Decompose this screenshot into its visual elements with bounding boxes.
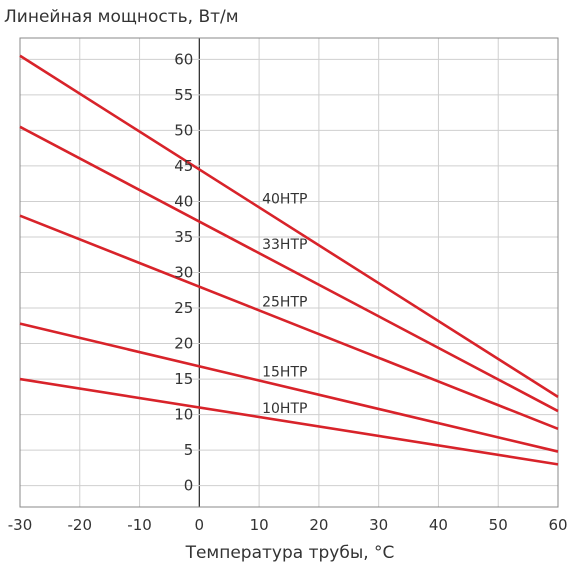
x-tick-label: 10: [250, 516, 269, 534]
x-tick-label: -10: [127, 516, 152, 534]
series-label-40HTP: 40HTP: [262, 191, 307, 207]
x-tick-label: 30: [369, 516, 388, 534]
y-tick-label: 55: [174, 86, 193, 104]
x-tick-label: 0: [195, 516, 205, 534]
series-line-25HTP: [19, 214, 559, 431]
series-label-10HTP: 10HTP: [262, 401, 307, 417]
y-tick-label: 50: [174, 121, 193, 139]
x-tick-labels: -30 -20 -10 0 10 20 30 40 50 60: [8, 516, 568, 534]
y-tick-label: 10: [174, 406, 193, 424]
series-line-33HTP: [19, 125, 559, 413]
series-label-15HTP: 15HTP: [262, 365, 307, 381]
series-line-40HTP: [19, 54, 559, 398]
series-line-10HTP: [19, 377, 559, 466]
y-tick-labels: 0 5 10 15 20 25 30 35 40 45 50 55 60: [174, 50, 193, 494]
x-tick-label: 20: [309, 516, 328, 534]
x-tick-label: -20: [68, 516, 93, 534]
y-tick-label: 25: [174, 299, 193, 317]
series-label-33HTP: 33HTP: [262, 237, 307, 253]
y-tick-label: 60: [174, 50, 193, 68]
x-tick-label: 60: [548, 516, 567, 534]
y-tick-label: 5: [184, 441, 194, 459]
y-tick-label: 0: [184, 477, 194, 495]
y-tick-label: 15: [174, 370, 193, 388]
y-tick-label: 45: [174, 157, 193, 175]
x-tick-label: -30: [8, 516, 33, 534]
y-tick-label: 30: [174, 264, 193, 282]
series-label-25HTP: 25HTP: [262, 294, 307, 310]
x-axis-title: Температура трубы, °C: [185, 543, 395, 563]
plot-frame: [19, 37, 559, 508]
series-lines: [19, 54, 559, 466]
y-tick-label: 40: [174, 192, 193, 210]
y-axis-title: Линейная мощность, Вт/м: [4, 7, 239, 27]
grid: [19, 37, 559, 508]
y-tick-label: 35: [174, 228, 193, 246]
x-tick-label: 50: [489, 516, 508, 534]
series-labels: 40HTP 33HTP 25HTP 15HTP 10HTP: [262, 191, 307, 417]
series-line-15HTP: [19, 322, 559, 453]
y-tick-label: 20: [174, 335, 193, 353]
x-tick-label: 40: [429, 516, 448, 534]
